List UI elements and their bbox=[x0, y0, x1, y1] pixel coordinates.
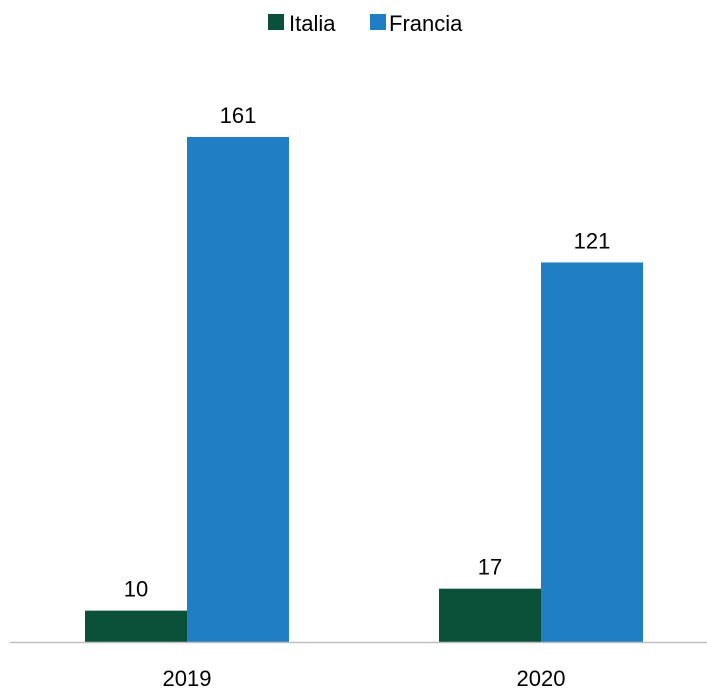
bar-francia-2019 bbox=[187, 137, 289, 642]
legend-swatch-francia bbox=[370, 14, 386, 30]
bar-italia-2020 bbox=[439, 588, 541, 642]
data-label-francia-2020: 121 bbox=[574, 228, 611, 253]
data-label-francia-2019: 161 bbox=[220, 103, 257, 128]
legend: Italia Francia bbox=[268, 11, 463, 36]
data-labels-group: 10 161 17 121 bbox=[124, 103, 611, 602]
bar-italia-2019 bbox=[85, 610, 187, 642]
data-label-italia-2020: 17 bbox=[478, 555, 502, 580]
x-tick-labels-group: 2019 2020 bbox=[163, 666, 566, 691]
bars-group bbox=[85, 137, 643, 642]
x-tick-label-2020: 2020 bbox=[517, 666, 566, 691]
legend-label-italia: Italia bbox=[289, 11, 336, 36]
legend-swatch-italia bbox=[268, 14, 284, 30]
bar-francia-2020 bbox=[541, 262, 643, 642]
data-label-italia-2019: 10 bbox=[124, 577, 148, 602]
legend-label-francia: Francia bbox=[389, 11, 463, 36]
x-tick-label-2019: 2019 bbox=[163, 666, 212, 691]
